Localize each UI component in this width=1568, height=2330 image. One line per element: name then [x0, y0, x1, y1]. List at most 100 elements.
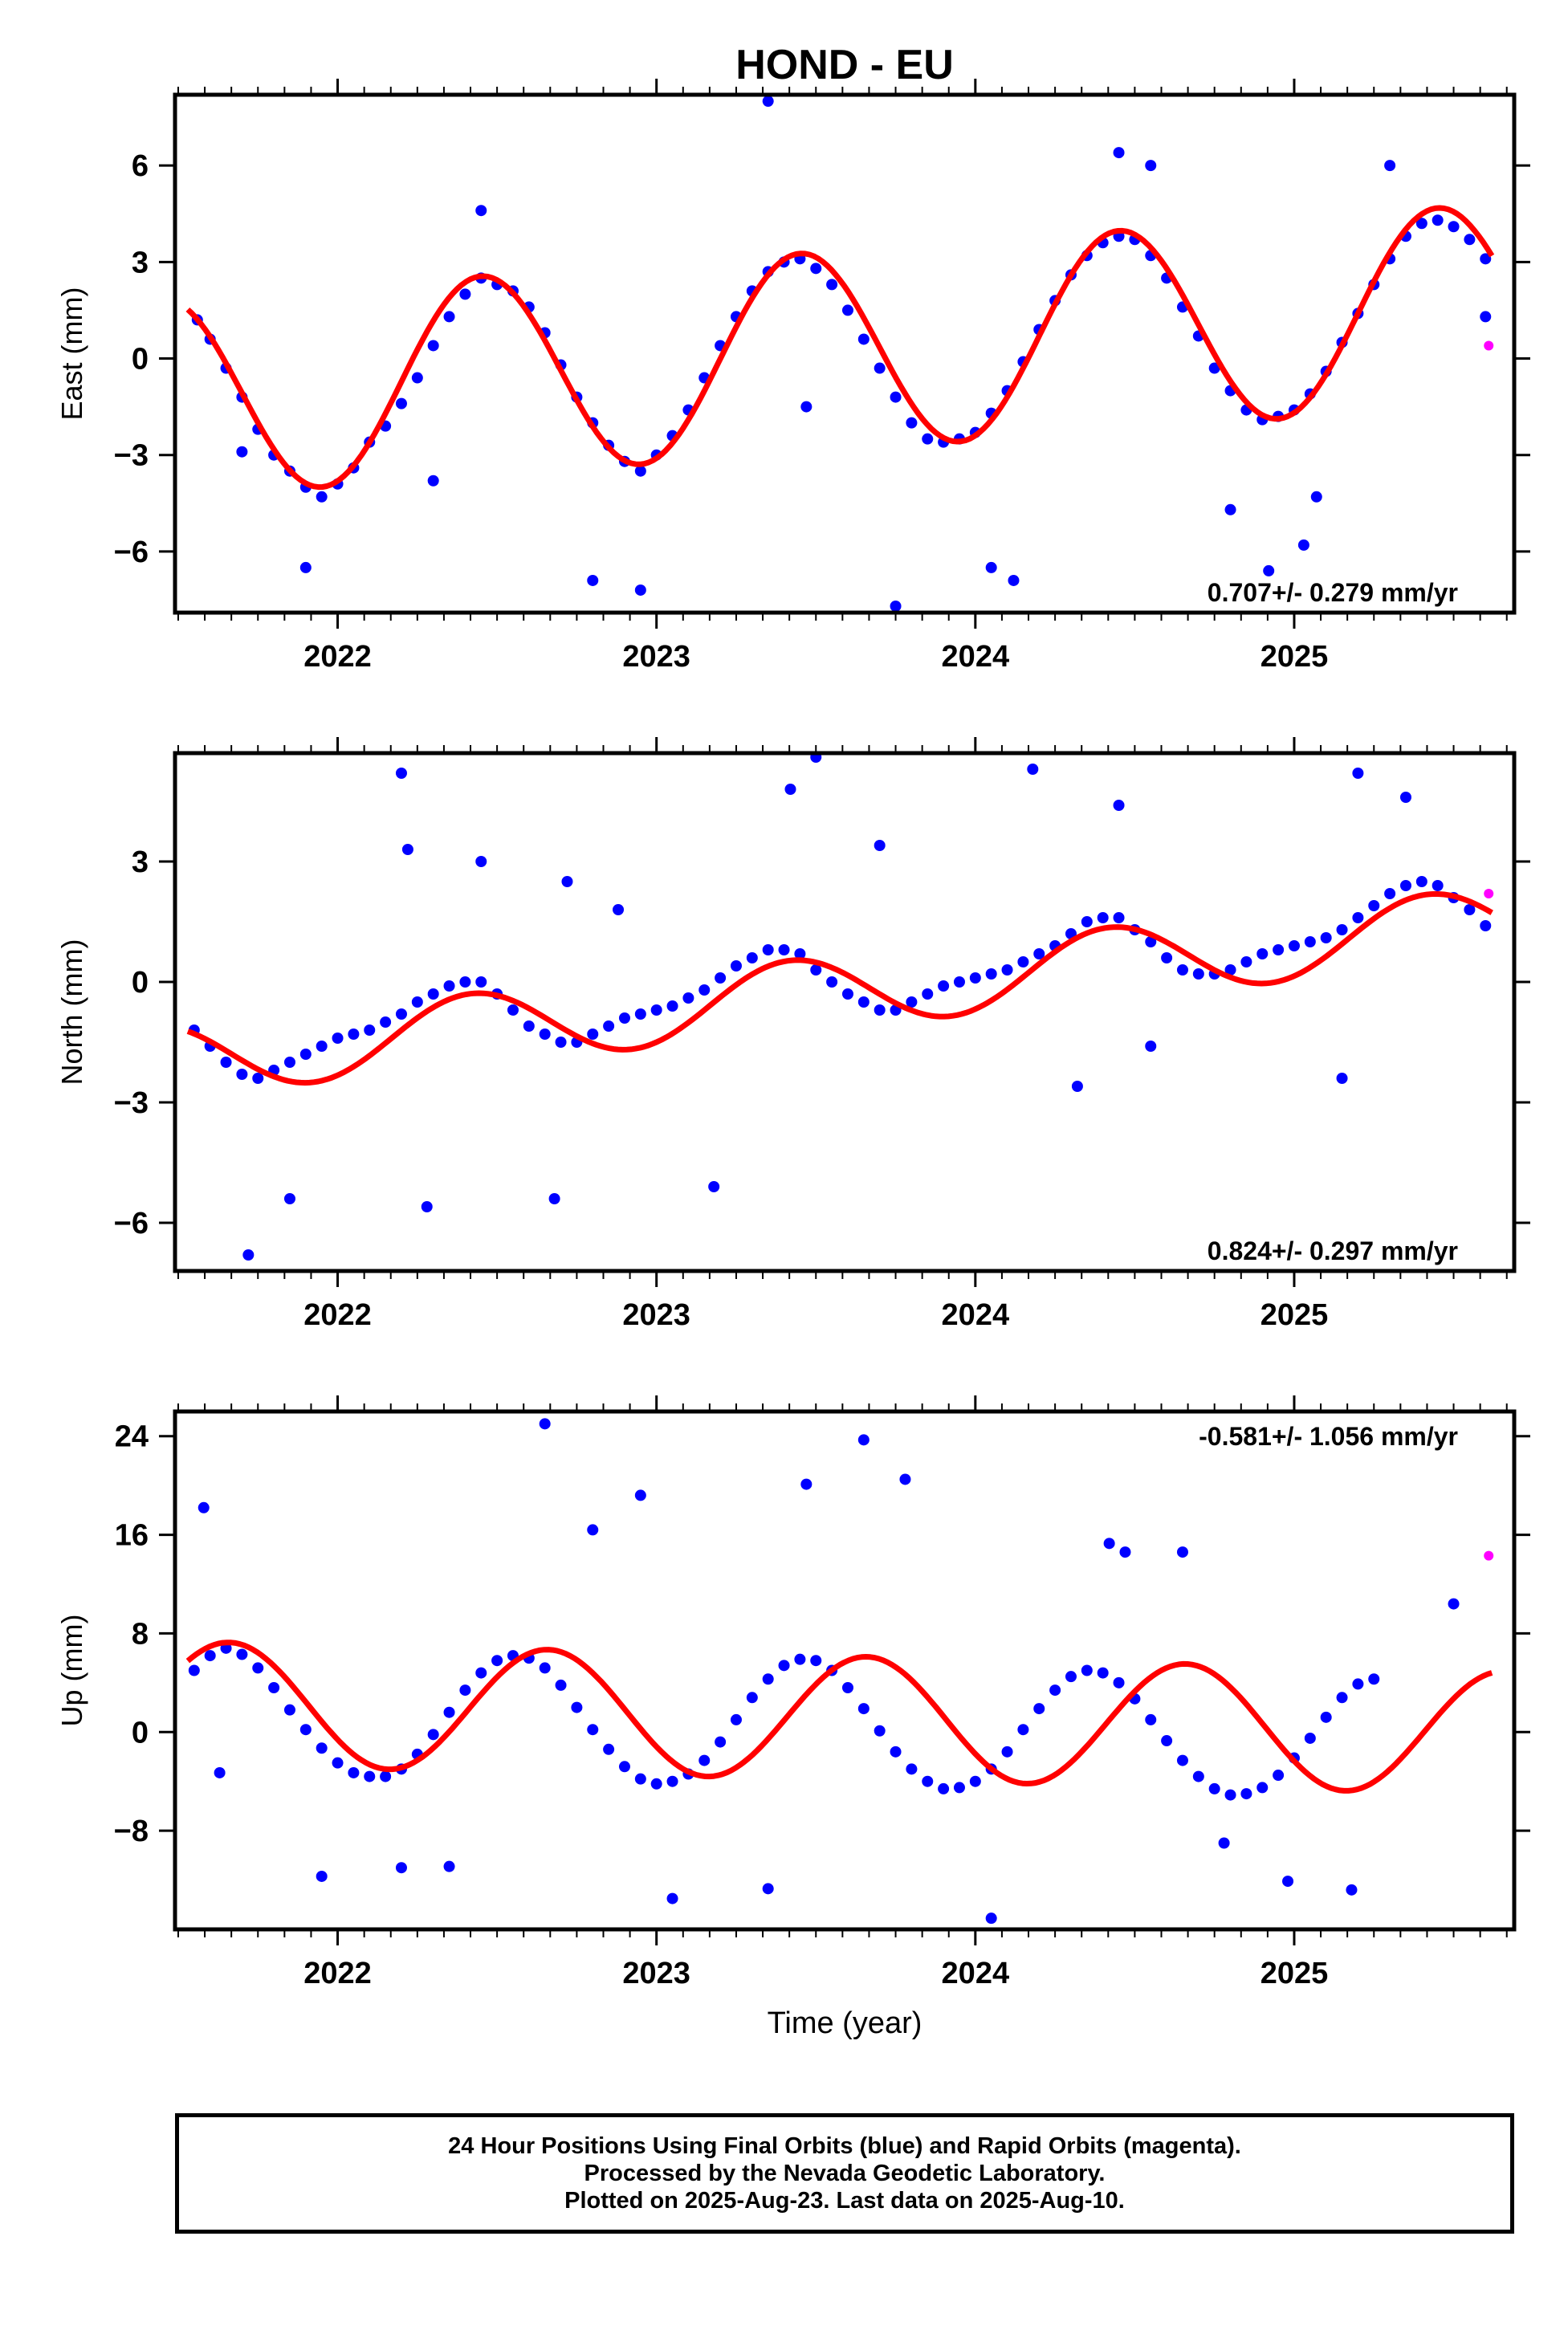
up-final-orbit-point [603, 1743, 615, 1755]
chart-title: HOND - EU [735, 42, 954, 88]
up-final-orbit-point [348, 1766, 360, 1778]
north-final-orbit-point [380, 1016, 392, 1028]
east-final-orbit-point [1464, 234, 1476, 246]
east-y-tick-label: 6 [132, 149, 149, 183]
north-final-orbit-point [1113, 912, 1125, 923]
up-final-orbit-point [427, 1729, 439, 1741]
up-final-orbit-point [299, 1724, 312, 1736]
north-final-orbit-point [443, 980, 455, 992]
north-final-orbit-point [784, 784, 796, 795]
east-final-orbit-point [1008, 574, 1020, 586]
east-final-orbit-point [841, 304, 853, 316]
north-final-orbit-point [421, 1201, 433, 1212]
up-final-orbit-point [332, 1757, 344, 1769]
north-rate-label: 0.824+/- 0.297 mm/yr [1208, 1236, 1458, 1265]
east-final-orbit-point [395, 397, 407, 409]
north-final-orbit-point [1336, 1073, 1348, 1084]
up-final-orbit-point [857, 1703, 870, 1715]
north-final-orbit-point [1001, 964, 1013, 976]
north-final-orbit-point [1017, 956, 1029, 967]
east-final-orbit-point [459, 288, 471, 300]
north-final-orbit-point [395, 1008, 407, 1020]
up-y-tick-label: 16 [115, 1519, 149, 1553]
east-final-orbit-point [1297, 539, 1309, 551]
north-final-orbit-point [1320, 932, 1332, 943]
north-final-orbit-point [507, 1004, 519, 1016]
up-final-orbit-point [634, 1489, 646, 1501]
north-final-orbit-point [715, 972, 727, 984]
up-final-orbit-point [1224, 1789, 1236, 1801]
up-final-orbit-point [1218, 1837, 1230, 1849]
up-final-orbit-point [969, 1775, 981, 1787]
footer-line-3: Plotted on 2025-Aug-23. Last data on 202… [564, 2188, 1125, 2214]
up-final-orbit-point [1336, 1692, 1348, 1704]
north-final-orbit-point [1224, 964, 1236, 976]
north-y-tick-label: −6 [114, 1207, 149, 1240]
north-final-orbit-point [1256, 948, 1269, 959]
up-final-orbit-point [762, 1673, 774, 1685]
up-final-orbit-point [1065, 1671, 1077, 1683]
north-final-orbit-point [1161, 952, 1173, 963]
north-final-orbit-point [730, 960, 742, 972]
up-final-orbit-point [1161, 1735, 1173, 1747]
north-final-orbit-point [826, 976, 838, 988]
north-final-orbit-point [762, 944, 774, 955]
up-final-orbit-point [364, 1770, 376, 1782]
up-final-orbit-point [1304, 1732, 1316, 1744]
footer-line-1: 24 Hour Positions Using Final Orbits (bl… [448, 2133, 1241, 2159]
up-final-orbit-point [938, 1782, 950, 1794]
up-final-orbit-point [922, 1775, 934, 1787]
east-final-orbit-point [922, 433, 934, 445]
east-final-orbit-point [1208, 362, 1220, 374]
east-final-orbit-point [1384, 160, 1396, 172]
north-final-orbit-point [810, 753, 822, 763]
up-final-orbit-point [985, 1912, 997, 1925]
north-final-orbit-point [1368, 900, 1380, 911]
up-final-orbit-point [1208, 1782, 1220, 1794]
up-final-orbit-point [491, 1655, 503, 1667]
north-final-orbit-point [985, 968, 997, 980]
up-fit-curve [185, 1640, 1493, 1794]
up-final-orbit-point [715, 1736, 727, 1748]
up-panel: 2022 2023 2024 2025 24 16 8 0 −8 Up (mm) -0.581+/-… [55, 1395, 1530, 1990]
footer-box: 24 Hour Positions Using Final Orbits (bl… [175, 2113, 1514, 2234]
up-final-orbit-point [475, 1667, 487, 1679]
north-final-orbit-point [618, 1012, 630, 1024]
east-final-orbit-point [1480, 253, 1492, 265]
east-final-orbit-point [634, 465, 646, 477]
north-final-orbit-point [922, 988, 934, 1000]
east-fit-curve [185, 205, 1495, 491]
north-final-orbit-point [1304, 936, 1316, 947]
north-final-orbit-point [841, 988, 853, 1000]
up-final-orbit-point [395, 1862, 407, 1874]
up-x-tick-label: 2025 [1261, 1957, 1329, 1990]
north-final-orbit-point [555, 1037, 567, 1048]
east-final-orbit-point [1432, 214, 1444, 226]
north-final-orbit-point [475, 976, 487, 988]
east-final-orbit-point [236, 446, 248, 458]
up-final-orbit-point [841, 1682, 853, 1693]
north-final-orbit-point [666, 1000, 678, 1012]
north-final-orbit-point [395, 768, 407, 779]
east-final-orbit-point [1145, 160, 1157, 172]
up-final-orbit-point [698, 1754, 711, 1766]
up-frame [173, 1409, 1517, 1932]
north-fit-curve [186, 890, 1493, 1086]
north-final-orbit-point [539, 1029, 551, 1040]
north-final-orbit-point [682, 992, 694, 1004]
north-final-orbit-point [953, 976, 965, 988]
up-final-orbit-point [1368, 1673, 1380, 1685]
east-final-orbit-point [299, 561, 312, 573]
east-final-orbit-point [1415, 218, 1427, 230]
up-final-orbit-point [459, 1684, 471, 1697]
north-final-orbit-point [1273, 944, 1285, 955]
north-final-orbit-point [1145, 936, 1157, 947]
footer-line-2: Processed by the Nevada Geodetic Laborat… [584, 2161, 1106, 2186]
east-final-orbit-point [906, 417, 918, 429]
up-final-orbit-point [1049, 1684, 1061, 1697]
east-final-orbit-point [1263, 564, 1275, 576]
north-final-orbit-point [1399, 792, 1411, 803]
up-final-orbit-point [1103, 1538, 1115, 1550]
east-final-orbit-point [427, 475, 439, 487]
